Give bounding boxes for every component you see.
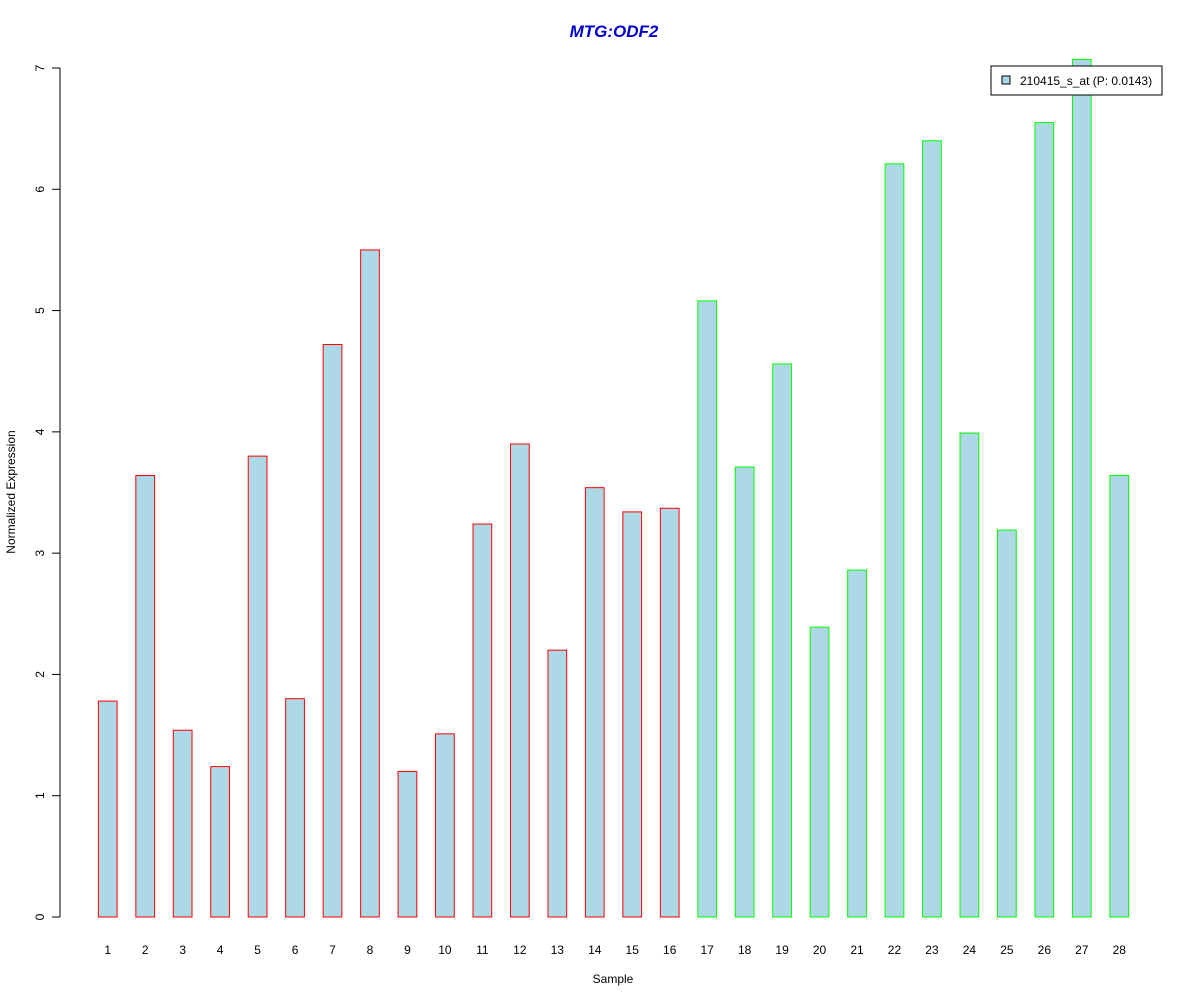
x-tick-label: 4 — [217, 943, 224, 957]
x-tick-label: 27 — [1075, 943, 1089, 957]
x-tick-label: 13 — [551, 943, 565, 957]
x-tick-label: 26 — [1038, 943, 1052, 957]
bar — [734, 466, 755, 918]
bar — [1034, 122, 1055, 918]
bar — [1071, 59, 1092, 918]
x-tick-label: 6 — [292, 943, 299, 957]
bar — [622, 511, 643, 918]
x-tick-label: 21 — [850, 943, 864, 957]
x-tick-label: 17 — [700, 943, 714, 957]
y-tick-label: 1 — [33, 792, 47, 799]
x-tick-label: 9 — [404, 943, 411, 957]
legend-label: 210415_s_at (P: 0.0143) — [1020, 74, 1152, 88]
x-tick-label: 3 — [179, 943, 186, 957]
x-tick-label: 22 — [888, 943, 902, 957]
legend-box — [990, 65, 1163, 96]
x-tick-label: 16 — [663, 943, 677, 957]
bar — [435, 733, 455, 918]
bar — [922, 140, 942, 918]
x-tick-label: 18 — [738, 943, 752, 957]
bar — [509, 443, 530, 918]
bar — [884, 163, 905, 918]
x-tick-label: 10 — [438, 943, 452, 957]
bar — [659, 507, 680, 918]
x-tick-label: 1 — [104, 943, 111, 957]
bar — [772, 363, 792, 918]
bar — [809, 626, 830, 918]
y-tick-label: 3 — [33, 549, 47, 556]
bar — [285, 698, 305, 918]
x-tick-label: 7 — [329, 943, 336, 957]
y-tick-label: 6 — [33, 186, 47, 193]
y-tick-label: 4 — [33, 428, 47, 435]
bar — [847, 569, 867, 918]
x-tick-label: 24 — [963, 943, 977, 957]
y-axis: 0 1 2 3 4 5 6 7 — [33, 64, 61, 920]
bar — [584, 487, 605, 918]
bar — [697, 300, 718, 918]
bar — [135, 475, 156, 918]
y-tick-label: 2 — [33, 671, 47, 678]
bar — [397, 770, 418, 918]
x-tick-label: 14 — [588, 943, 602, 957]
x-axis-label: Sample — [593, 972, 634, 986]
x-tick-label: 25 — [1000, 943, 1014, 957]
bar — [959, 432, 980, 918]
bar — [997, 529, 1017, 918]
x-tick-label: 15 — [626, 943, 640, 957]
x-tick-label: 20 — [813, 943, 827, 957]
y-tick-label: 5 — [33, 307, 47, 314]
bar — [360, 249, 380, 918]
bar — [1109, 475, 1130, 918]
bar — [322, 344, 343, 918]
legend: 210415_s_at (P: 0.0143) — [990, 65, 1163, 96]
x-tick-label: 5 — [254, 943, 261, 957]
x-tick-label: 28 — [1113, 943, 1127, 957]
bar — [247, 455, 268, 918]
x-tick-label: 19 — [775, 943, 789, 957]
y-tick-label: 0 — [33, 913, 47, 920]
x-tick-labels: 1 2 3 4 5 6 7 8 9 10 11 12 13 14 15 16 17 18 19 20 21 22 23 24 2… — [104, 943, 1126, 957]
x-tick-label: 12 — [513, 943, 527, 957]
bar — [547, 649, 568, 918]
bar — [210, 766, 230, 918]
legend-swatch — [1001, 75, 1011, 85]
y-axis-label: Normalized Expression — [4, 430, 18, 553]
bar — [472, 523, 493, 918]
x-tick-label: 11 — [476, 943, 489, 957]
x-tick-label: 23 — [925, 943, 939, 957]
bar — [172, 729, 193, 918]
x-tick-label: 2 — [142, 943, 149, 957]
chart-title: MTG:ODF2 — [570, 22, 659, 41]
bars — [97, 59, 1130, 918]
y-tick-label: 7 — [33, 64, 47, 71]
bar — [97, 700, 118, 918]
x-tick-label: 8 — [367, 943, 374, 957]
